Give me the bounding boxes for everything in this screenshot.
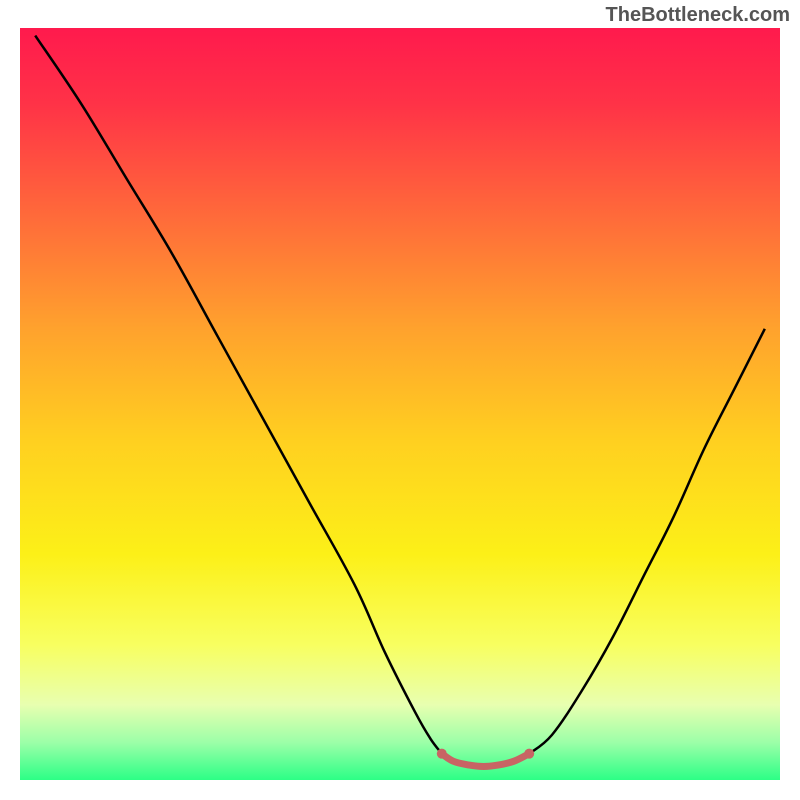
flat-segment	[442, 754, 529, 767]
watermark-text: TheBottleneck.com	[606, 4, 790, 27]
endpoint-marker-1	[524, 749, 534, 759]
curve-svg	[20, 28, 780, 780]
chart-container: TheBottleneck.com	[0, 0, 800, 800]
left-curve	[35, 36, 442, 754]
right-curve	[529, 329, 765, 754]
endpoint-marker-0	[437, 749, 447, 759]
plot-area	[20, 28, 780, 780]
